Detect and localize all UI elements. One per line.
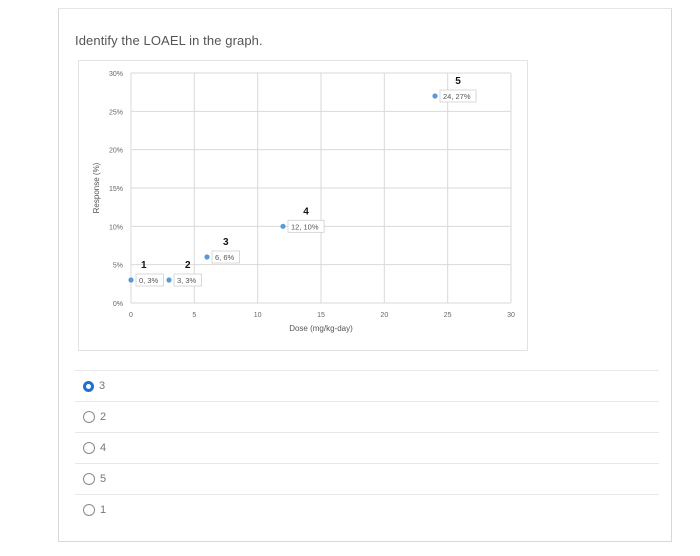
option-3[interactable]: 3: [75, 371, 659, 401]
data-label-box: [287, 219, 325, 233]
x-tick-label: 5: [192, 312, 196, 319]
data-label: 6, 6%: [215, 253, 235, 262]
data-point: [204, 254, 210, 260]
option-2[interactable]: 2: [75, 402, 659, 432]
divider: [75, 463, 659, 464]
x-tick-label: 20: [380, 312, 388, 319]
radio-icon[interactable]: [83, 380, 94, 392]
option-label: 1: [100, 504, 107, 516]
divider: [75, 432, 659, 433]
option-1[interactable]: 1: [75, 495, 659, 525]
scatter-chart: 0% 5% 10% 15% 20% 25% 30% 0 5 10 15 20 25 30 Dose (mg/…: [78, 60, 528, 351]
data-point: [128, 277, 134, 283]
point-number: 3: [223, 237, 229, 248]
point-number: 4: [303, 206, 309, 217]
data-point: [166, 277, 172, 283]
option-label: 2: [100, 411, 107, 423]
point-number: 2: [185, 260, 191, 271]
data-point: [432, 93, 438, 99]
y-tick-label: 0%: [113, 301, 123, 308]
y-axis-title: Response (%): [92, 162, 101, 213]
x-tick-label: 0: [129, 312, 133, 319]
answer-options: 3 2 4 5 1: [75, 370, 659, 525]
y-tick-label: 20%: [109, 148, 123, 155]
radio-icon[interactable]: [83, 504, 95, 516]
x-tick-label: 10: [254, 312, 262, 319]
question-text: Identify the LOAEL in the graph.: [75, 33, 263, 48]
x-tick-label: 30: [507, 312, 515, 319]
data-label-box: [173, 273, 202, 287]
radio-icon[interactable]: [83, 473, 95, 485]
y-tick-label: 30%: [109, 71, 123, 78]
data-label: 3, 3%: [177, 276, 197, 285]
data-label-box: [135, 273, 164, 287]
divider: [75, 494, 659, 495]
y-tick-label: 25%: [109, 109, 123, 116]
data-label-box: [211, 250, 240, 264]
data-label: 24, 27%: [443, 92, 471, 101]
x-tick-label: 15: [317, 312, 325, 319]
x-axis-title: Dose (mg/kg-day): [289, 324, 353, 333]
y-tick-label: 5%: [113, 263, 123, 270]
option-5[interactable]: 5: [75, 464, 659, 494]
option-label: 5: [100, 473, 107, 485]
point-number: 5: [455, 76, 461, 87]
x-tick-label: 25: [444, 312, 452, 319]
data-point: [280, 223, 286, 229]
data-label-box: [439, 89, 477, 103]
data-label: 12, 10%: [291, 222, 319, 231]
divider: [75, 370, 659, 371]
question-card: Identify the LOAEL in the graph. 0% 5% 10%…: [58, 8, 672, 542]
radio-icon[interactable]: [83, 411, 95, 423]
y-tick-label: 10%: [109, 224, 123, 231]
option-4[interactable]: 4: [75, 433, 659, 463]
radio-icon[interactable]: [83, 442, 95, 454]
data-label: 0, 3%: [139, 276, 159, 285]
option-label: 4: [100, 442, 107, 454]
divider: [75, 401, 659, 402]
point-number: 1: [141, 260, 147, 271]
option-label: 3: [99, 380, 106, 392]
y-tick-label: 15%: [109, 186, 123, 193]
